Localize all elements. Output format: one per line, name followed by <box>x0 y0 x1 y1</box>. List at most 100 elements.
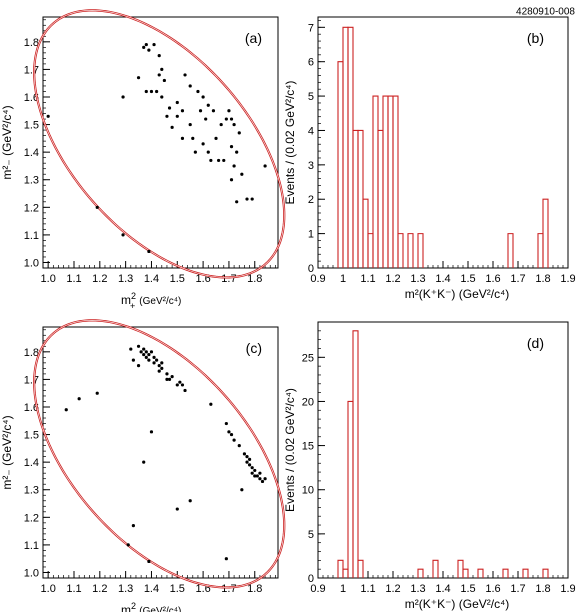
histogram-bin <box>477 568 484 578</box>
y-tick-label: 1.6 <box>24 402 39 414</box>
data-point <box>167 106 172 110</box>
data-point <box>144 350 148 354</box>
y-tick-label: 6 <box>308 57 314 69</box>
histogram-bin <box>432 559 439 578</box>
data-point <box>263 164 267 168</box>
y-tick-label: 1.4 <box>24 457 39 469</box>
data-point <box>245 197 249 201</box>
x-tick-label: 1.8 <box>535 583 550 595</box>
x-tick-label: 1.4 <box>144 273 159 285</box>
histogram-bin <box>372 95 379 268</box>
x-tick-label: 1.6 <box>485 273 500 285</box>
y-tick-label: 1.0 <box>24 257 39 269</box>
data-point <box>165 377 169 382</box>
data-point <box>46 114 50 118</box>
data-point <box>136 344 141 348</box>
kinematic-boundary-inner <box>33 10 285 278</box>
data-point <box>170 375 174 379</box>
data-point <box>160 366 164 370</box>
data-point <box>129 347 133 351</box>
data-point <box>245 460 249 464</box>
x-tick-label: 1.3 <box>410 273 425 285</box>
x-tick-label: 1.1 <box>66 273 81 285</box>
data-point <box>196 89 200 94</box>
x-tick-label: 1.5 <box>460 273 475 285</box>
histogram-bin <box>417 568 424 578</box>
x-tick-label: 1 <box>340 273 346 285</box>
y-tick-label: 1.2 <box>24 512 39 524</box>
x-tick-label: 1.2 <box>385 273 400 285</box>
x-tick-label: 1.7 <box>221 273 236 285</box>
data-point <box>142 352 146 357</box>
data-point <box>165 114 169 118</box>
data-point <box>247 457 252 461</box>
data-point <box>209 402 213 406</box>
histogram-bin <box>342 26 349 268</box>
y-axis-label: Events / (0.02 GeV²/c⁴) <box>283 388 297 512</box>
data-point <box>142 347 146 351</box>
kinematic-boundary <box>33 9 286 279</box>
y-tick-label: 1.5 <box>24 430 39 442</box>
data-point <box>144 89 148 94</box>
data-point <box>224 557 228 561</box>
histogram-bin <box>382 95 389 268</box>
data-point <box>178 380 182 384</box>
data-point <box>64 408 68 412</box>
data-point <box>157 369 161 373</box>
y-tick-label: 5 <box>308 529 314 541</box>
data-point <box>193 150 197 154</box>
data-point <box>201 142 205 146</box>
panel-c: (c) 1.0 1.1 1.2 1.3 1.4 1.5 1.6 1.7 1.8 1.0 1.1 1.2 1… <box>0 319 286 612</box>
figure-id: 4280910-008 <box>516 6 575 17</box>
x-tick-label: 0.9 <box>310 583 325 595</box>
data-point <box>165 372 169 376</box>
data-point <box>121 233 125 237</box>
data-point <box>206 103 210 107</box>
histogram-bin <box>352 330 359 578</box>
data-point <box>183 73 187 77</box>
y-tick-label: 0 <box>308 573 314 585</box>
histogram-bin <box>352 129 359 268</box>
plot-frame <box>42 16 279 269</box>
histogram-bin <box>502 568 509 578</box>
x-tick-label: 1.7 <box>221 583 236 595</box>
y-tick-label: 1.3 <box>24 175 39 187</box>
data-point <box>142 45 146 49</box>
data-point <box>206 150 210 154</box>
y-tick-label: 1.7 <box>24 64 39 76</box>
data-point <box>227 430 231 434</box>
data-point <box>157 54 161 58</box>
data-point <box>240 172 244 176</box>
histogram-bin <box>392 95 399 268</box>
histogram-bin <box>367 233 374 268</box>
x-tick-label: 1.3 <box>118 273 133 285</box>
data-point <box>136 364 141 368</box>
x-tick-label: 1.8 <box>247 583 262 595</box>
data-point <box>250 466 254 470</box>
x-tick-label: 1.4 <box>435 583 450 595</box>
data-point <box>188 122 192 127</box>
panel-label: (d) <box>527 335 544 351</box>
data-point <box>180 383 185 387</box>
data-point <box>121 95 125 99</box>
histogram-bin <box>337 61 344 268</box>
data-point <box>155 89 159 94</box>
data-point <box>160 361 164 365</box>
y-tick-label: 20 <box>302 396 314 408</box>
data-point <box>229 178 234 182</box>
data-point <box>175 100 179 105</box>
x-tick-label: 1.5 <box>170 273 185 285</box>
plot-frame <box>42 326 279 579</box>
y-tick-label: 1.1 <box>24 230 39 242</box>
data-point <box>155 358 159 362</box>
x-tick-label: 1 <box>340 583 346 595</box>
data-point <box>149 430 154 434</box>
x-axis-label: m2+(GeV²/c⁴) <box>121 291 181 311</box>
data-point <box>147 352 151 357</box>
data-point <box>131 358 135 362</box>
data-point <box>232 438 236 442</box>
x-tick-label: 1.7 <box>510 273 525 285</box>
y-tick-label: 1.6 <box>24 92 39 104</box>
histogram-bin <box>377 129 384 268</box>
